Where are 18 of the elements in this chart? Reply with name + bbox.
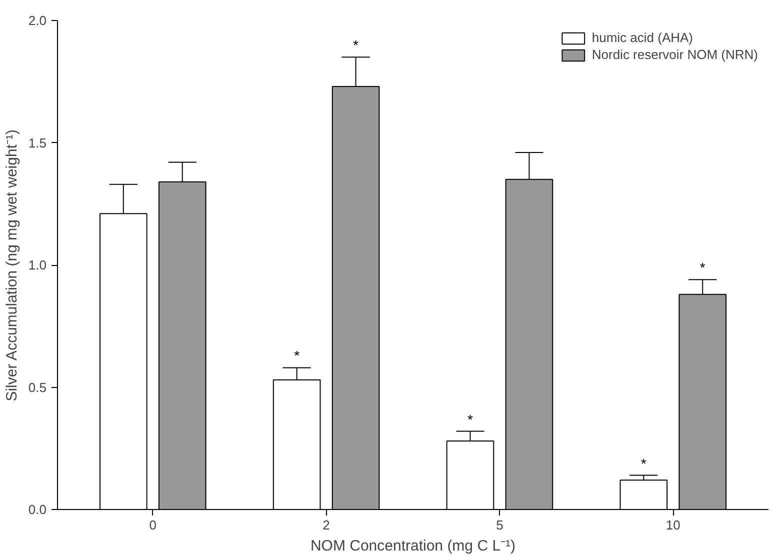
- legend-label: Nordic reservoir NOM (NRN): [592, 47, 758, 62]
- x-tick-label: 10: [666, 518, 680, 532]
- data-label: *: [468, 411, 474, 428]
- y-tick-label: 2.0: [28, 13, 47, 28]
- y-tick-label: 1.5: [28, 135, 47, 150]
- x-axis-title: NOM Concentration (mg C L⁻¹): [310, 538, 516, 554]
- x-tick-label: 2: [322, 518, 330, 532]
- legend-label: humic acid (AHA): [592, 30, 694, 45]
- x-tick-label: 0: [149, 518, 156, 532]
- x-tick-label: 5: [496, 518, 504, 532]
- y-tick-label: 0.5: [28, 380, 47, 395]
- y-axis-title: Silver Accumulation (ng mg wet weight⁻¹): [3, 130, 20, 402]
- data-label: *: [353, 37, 360, 54]
- data-label: *: [640, 455, 647, 472]
- y-tick-label: 0.0: [28, 502, 47, 517]
- data-label: *: [700, 260, 706, 276]
- data-label: *: [294, 348, 300, 364]
- y-tick-label: 1.0: [28, 258, 47, 272]
